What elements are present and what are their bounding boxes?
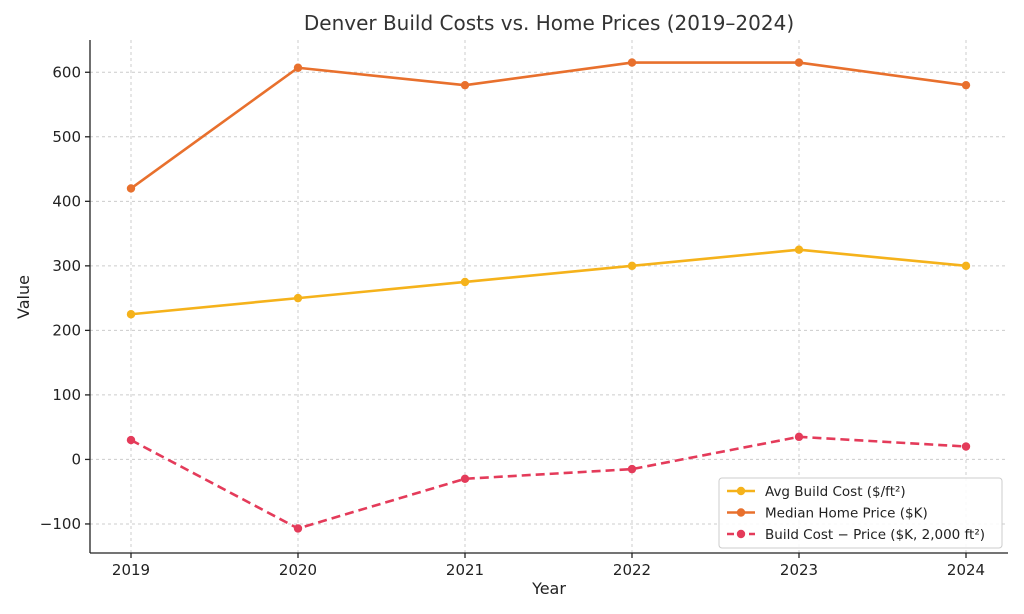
series-line-1 (130, 61, 967, 190)
y-axis-label: Value (14, 275, 33, 319)
series-2 (126, 432, 971, 533)
legend-label-0: Avg Build Cost ($/ft²) (765, 484, 906, 500)
data-point-1-0 (126, 184, 136, 193)
y-tick-label-5: 400 (52, 192, 81, 210)
grid-layer (90, 40, 1008, 553)
data-point-2-1 (293, 524, 303, 533)
data-point-2-0 (126, 435, 136, 445)
series-line-2 (130, 435, 967, 530)
data-point-0-1 (293, 293, 303, 303)
legend-swatch-marker-1 (736, 508, 746, 517)
legend-item-0: Avg Build Cost ($/ft²) (727, 484, 906, 500)
legend-item-1: Median Home Price ($K) (727, 506, 928, 522)
y-tick-label-7: 600 (52, 63, 81, 81)
data-point-1-1 (293, 63, 303, 72)
data-point-2-4 (794, 432, 804, 442)
legend-swatch-marker-2 (736, 529, 746, 539)
x-tick-label-2: 2021 (446, 561, 484, 579)
x-tick-label-0: 2019 (112, 561, 150, 579)
legend: Avg Build Cost ($/ft²) Median Home Price … (718, 477, 1003, 549)
x-axis-label: Year (531, 579, 566, 598)
y-tick-label-2: 100 (52, 386, 81, 404)
legend-label-2: Build Cost − Price ($K, 2,000 ft²) (765, 527, 985, 543)
series-line-0 (130, 248, 967, 316)
x-tick-label-5: 2024 (947, 561, 985, 579)
series-1 (126, 58, 971, 193)
data-point-0-0 (126, 310, 136, 319)
legend-item-2: Build Cost − Price ($K, 2,000 ft²) (727, 527, 985, 543)
data-point-1-3 (627, 58, 637, 67)
data-point-2-3 (627, 464, 637, 474)
data-point-1-5 (961, 80, 971, 90)
legend-swatch-marker-0 (736, 486, 746, 496)
legend-label-1: Median Home Price ($K) (765, 506, 928, 522)
data-point-1-4 (794, 58, 804, 67)
data-point-0-3 (627, 261, 637, 271)
data-point-1-2 (460, 80, 470, 90)
series-0 (126, 245, 971, 319)
y-tick-label-6: 500 (52, 128, 81, 146)
data-point-0-2 (460, 277, 470, 287)
y-tick-label-0: −100 (40, 515, 81, 533)
chart-title: Denver Build Costs vs. Home Prices (2019… (304, 11, 794, 35)
data-point-0-5 (961, 261, 971, 271)
series-layer (126, 58, 971, 533)
x-tick-label-3: 2022 (613, 561, 651, 579)
legend-frame (718, 477, 1003, 549)
y-tick-label-4: 300 (52, 257, 81, 275)
y-tick-label-1: 0 (71, 450, 81, 468)
x-tick-label-4: 2023 (780, 561, 818, 579)
data-point-0-4 (794, 245, 804, 254)
axis-layer: −100 0 100 200 300 400 500 600 2019 2020 2021 2022 2… (40, 40, 1008, 579)
x-tick-label-1: 2020 (279, 561, 317, 579)
data-point-2-2 (460, 474, 470, 483)
data-point-2-5 (961, 442, 971, 451)
y-tick-label-3: 200 (52, 321, 81, 339)
